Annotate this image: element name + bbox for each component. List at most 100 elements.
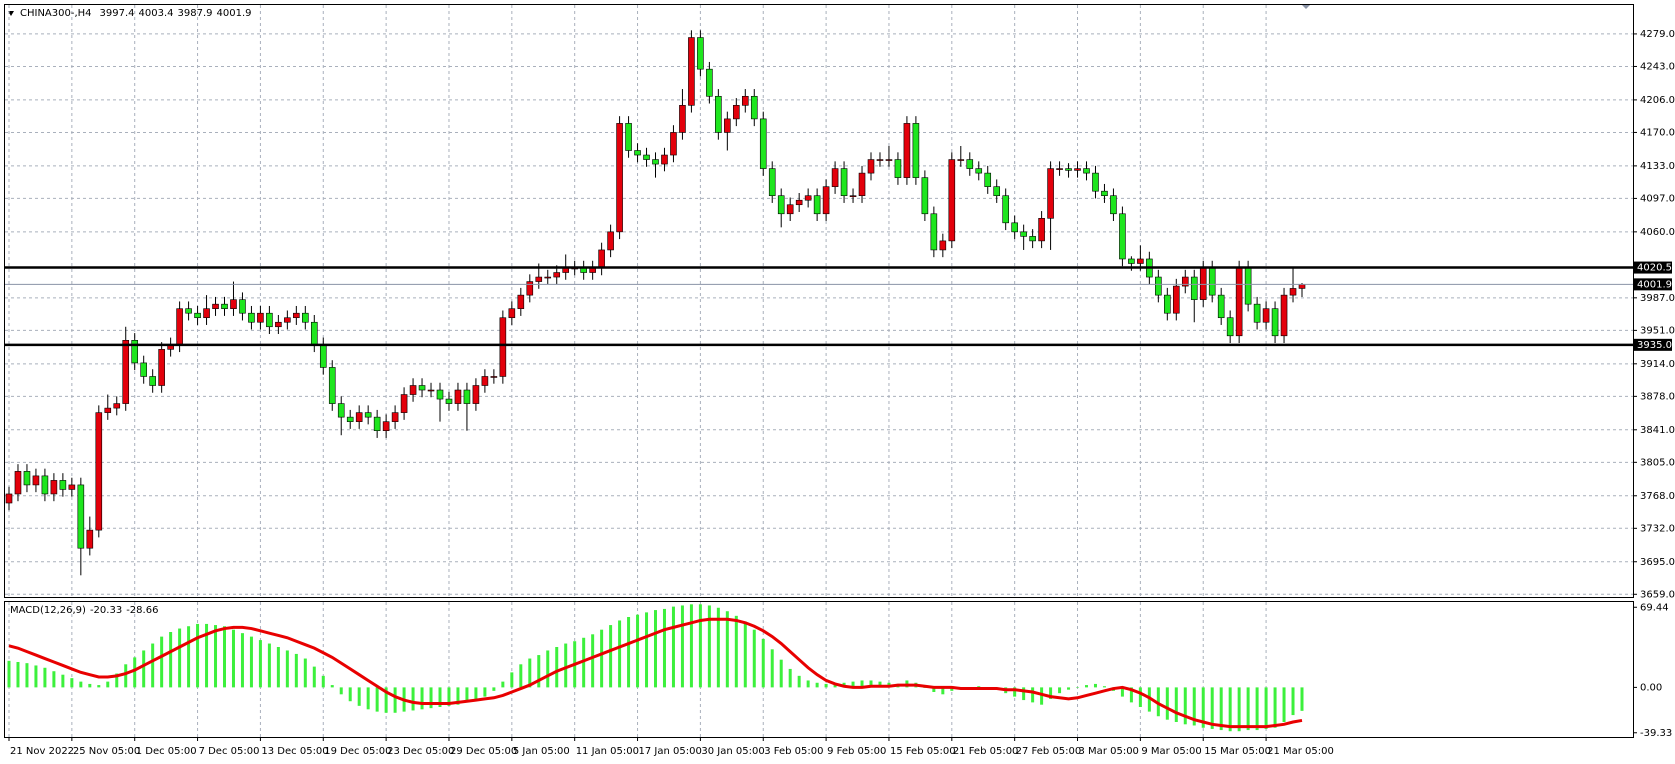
macd-bar [1246,687,1250,731]
macd-bar [752,629,756,688]
candle-body [840,168,848,197]
macd-bar [1291,687,1295,716]
macd-bar [1192,687,1196,726]
candle-body [885,159,893,161]
macd-bar [555,647,559,688]
candle-body [795,199,803,206]
macd-bar [187,626,191,688]
macd-bar [429,687,433,709]
macd-bar [1085,685,1088,688]
x-tick-label: 1 Dec 05:00 [136,746,197,757]
macd-bar [636,614,640,688]
candle-body [284,317,291,323]
x-tick-label: 3 Mar 05:00 [1079,746,1139,757]
macd-bar [106,681,110,688]
candle-body [741,95,749,106]
x-tick-label: 25 Nov 05:00 [73,746,140,757]
x-tick-label: 15 Feb 05:00 [890,746,956,757]
macd-bar [1049,687,1053,699]
macd-bar [689,604,693,688]
macd-bar [680,605,684,688]
x-tick-label: 17 Jan 05:00 [639,746,702,757]
candle-body [355,412,363,422]
candle-body [750,95,758,120]
macd-bar [303,658,307,688]
x-tick-label: 3 Feb 05:00 [764,746,823,757]
candle-body [984,172,992,187]
candle-body [409,385,417,395]
y-tick-label: 4170.0 [1640,127,1675,138]
macd-bar [537,655,541,688]
y-tick-label: 3914.0 [1640,359,1675,370]
header-value: 4001.9 [217,8,252,19]
header-value: 3987.9 [178,8,213,19]
candle-body [50,480,58,495]
x-tick-label: 5 Jan 05:00 [513,746,570,757]
macd-bar [725,611,729,688]
candle-body [867,159,875,174]
y-tick-label: 3878.0 [1640,391,1675,402]
macd-bar [267,643,271,688]
macd-bar [645,612,649,688]
macd-bar [1129,687,1133,703]
y-tick-label: 4206.0 [1640,95,1675,106]
macd-bar [61,674,65,688]
candle-body [1208,267,1216,296]
candle-body [472,385,480,404]
candle-body [203,308,210,319]
candle-body [122,340,130,404]
candle-body [697,37,704,70]
candle-body [1298,284,1306,289]
candle-body [113,403,121,409]
candle-body [759,118,767,169]
macd-bar [878,681,882,688]
candle-body [831,168,839,187]
candle-body [939,240,947,251]
macd-bar [249,636,253,688]
candle-body [391,412,399,422]
signal-line [8,617,1303,729]
candle-body [1172,285,1180,314]
macd-bar [1210,687,1214,729]
symbol-title: CHINA300-,H4 [20,8,92,19]
y-tick-label: 3987.0 [1640,293,1675,304]
macd-bar [1120,687,1124,697]
macd-bar [1022,687,1026,701]
candle-body [302,312,309,323]
candle-body [248,312,255,323]
macd-bar [43,667,47,688]
macd-bar [1013,687,1017,697]
shift-marker [1302,5,1310,9]
candle-body [1181,276,1189,287]
macd-bar [707,605,711,688]
candle-body [777,195,785,215]
x-tick-label: 13 Dec 05:00 [261,746,328,757]
macd-bar [618,620,622,688]
candle-body [158,349,165,386]
y-tick-label: 4060.0 [1640,227,1675,238]
candle-body [679,105,686,133]
candle-body [688,37,695,106]
level-label: 4020.5 [1637,263,1672,274]
macd-bar [1255,687,1259,731]
candle-body [1235,267,1243,337]
macd-bar [761,638,765,688]
candle-body [948,159,956,242]
candle-body [337,403,345,418]
macd-bar [1102,686,1106,688]
candle-body [975,168,983,174]
price-label: 4001.9 [1637,279,1672,290]
x-tick-label: 9 Feb 05:00 [827,746,886,757]
candle-body [1137,258,1144,264]
candle-body [903,123,911,178]
x-tick-label: 19 Dec 05:00 [324,746,391,757]
macd-bar [294,653,298,688]
candle-body [310,321,318,346]
macd-bar [384,687,388,713]
x-tick-label: 30 Jan 05:00 [701,746,764,757]
candle-body [1128,258,1135,264]
candle-body [293,312,300,319]
candle-body [14,471,22,495]
